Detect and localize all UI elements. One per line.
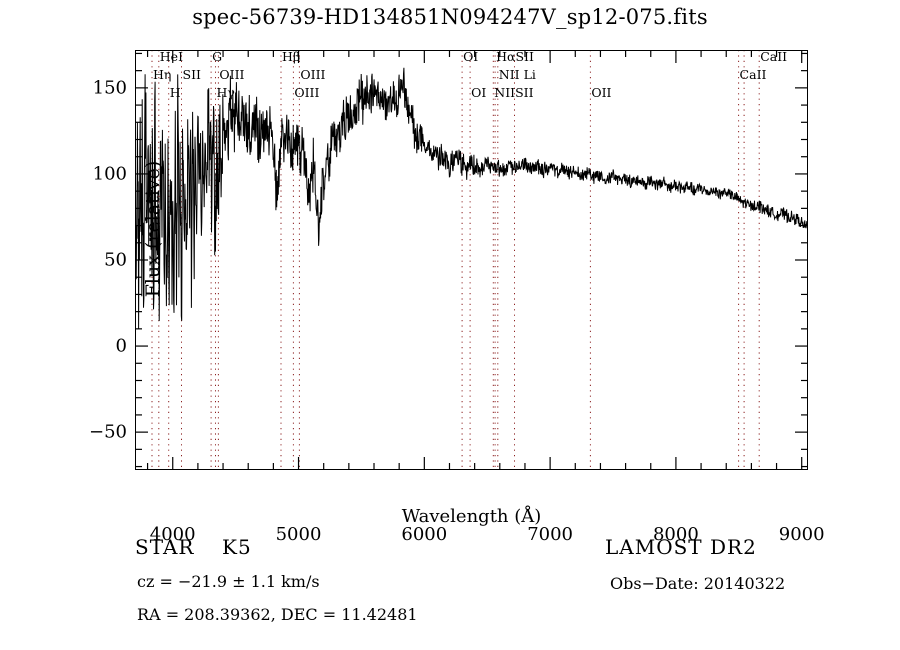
x-tick-label: 5000 (275, 524, 322, 545)
survey-name: LAMOST DR2 (605, 535, 757, 559)
coordinates: RA = 208.39362, DEC = 11.42481 (137, 605, 418, 624)
line-label: H (169, 85, 181, 100)
x-tick-label: 8000 (652, 524, 699, 545)
line-label: HeI (159, 49, 184, 64)
line-label: Hβ (282, 49, 301, 64)
y-tick-label: 50 (104, 249, 127, 271)
flux-curve (135, 67, 808, 329)
redshift-velocity: cz = −21.9 ± 1.1 km/s (137, 572, 320, 591)
line-label: HαSII (496, 49, 534, 64)
object-class: STAR (135, 535, 195, 559)
y-tick-label: 0 (115, 335, 127, 357)
x-tick-label: 4000 (149, 524, 196, 545)
x-axis-label: Wavelength (Å) (401, 506, 542, 527)
plot-area: HeI Hη SII H G OIII Hγ Hβ OIII OIII OI HαSII NII Li O… (89, 49, 825, 545)
line-label: OIII (219, 67, 245, 82)
observation-date: Obs−Date: 20140322 (610, 574, 786, 593)
line-label: NII Li (498, 67, 536, 82)
y-tick-label: −50 (89, 421, 127, 443)
spectrum-plot (135, 50, 808, 470)
plot-frame (135, 50, 808, 470)
line-label: OIII (300, 67, 326, 82)
y-tick-label: 100 (92, 163, 127, 185)
line-label: G (212, 49, 223, 64)
line-label: CaII (739, 67, 767, 82)
line-label: OII (591, 85, 612, 100)
line-label: Hη (152, 67, 172, 82)
x-tick-label: 9000 (778, 524, 825, 545)
y-axis-label: Flux (relative) (142, 160, 164, 298)
line-label: CaII (760, 49, 788, 64)
x-tick-label: 7000 (527, 524, 573, 545)
page-title: spec-56739-HD134851N094247V_sp12-075.fit… (192, 5, 708, 29)
object-subclass: K5 (222, 535, 252, 559)
y-tick-label: 150 (92, 77, 127, 99)
line-label: OI (463, 49, 479, 64)
line-label: Hγ (216, 85, 235, 100)
line-label: NIISII (494, 85, 534, 100)
line-label: OI (471, 85, 487, 100)
line-label: SII (182, 67, 201, 82)
axis-ticks (135, 50, 808, 470)
line-label: OIII (294, 85, 320, 100)
x-tick-label: 6000 (401, 524, 448, 545)
